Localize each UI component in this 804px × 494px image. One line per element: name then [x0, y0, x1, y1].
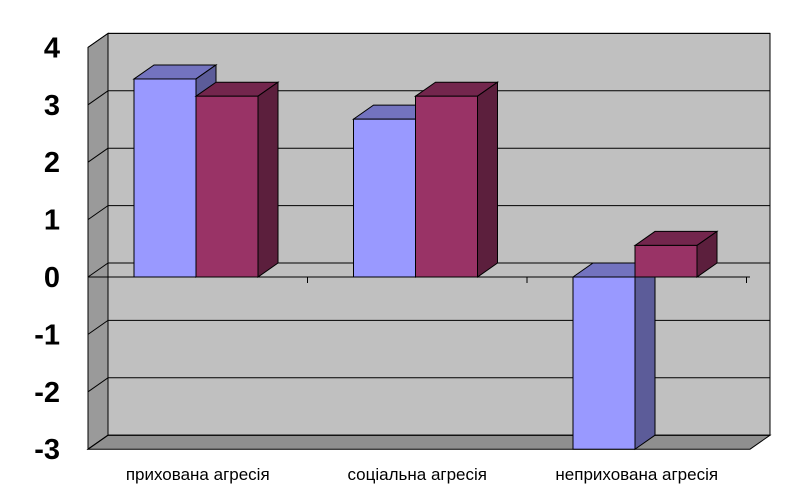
- y-tick-label: 1: [44, 205, 60, 237]
- y-tick-label: -2: [34, 377, 60, 409]
- x-tick-label: неприхована агресія: [555, 465, 718, 484]
- gridline-side: [87, 205, 109, 221]
- y-tick-label: -3: [34, 434, 60, 466]
- gridline-side: [87, 262, 109, 278]
- bar: [133, 78, 197, 278]
- gridline-side: [87, 319, 109, 335]
- bar: [634, 244, 698, 278]
- side-wall: [87, 32, 109, 451]
- bar-side: [477, 81, 498, 278]
- y-tick-label: 0: [44, 262, 60, 294]
- y-axis-labels: 4 3 2 1 0 -1 -2 -3: [34, 32, 60, 466]
- gridline-side: [87, 377, 109, 393]
- bar-side: [257, 81, 279, 278]
- bar-side: [634, 262, 656, 451]
- gridline-side: [87, 147, 109, 163]
- y-tick-label: 2: [44, 147, 60, 179]
- bars: [132, 64, 719, 451]
- bar: [415, 95, 478, 278]
- x-axis-labels: прихована агресія соціальна агресія неприх…: [126, 465, 718, 484]
- y-tick-label: -1: [34, 319, 60, 351]
- y-tick-label: 3: [44, 90, 60, 122]
- gridline-side: [87, 90, 109, 106]
- gridline-side: [87, 434, 109, 450]
- bar: [353, 118, 416, 278]
- bar: [572, 276, 636, 450]
- x-tick-label: прихована агресія: [126, 465, 270, 484]
- floor: [86, 434, 772, 450]
- x-tick-label: соціальна агресія: [347, 465, 487, 484]
- bar: [195, 95, 259, 278]
- gridline-side: [87, 32, 109, 48]
- y-tick-label: 4: [44, 32, 60, 64]
